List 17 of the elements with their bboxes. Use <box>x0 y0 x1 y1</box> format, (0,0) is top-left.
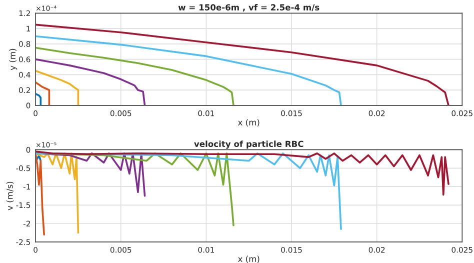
x-axis-title: x (m) <box>238 256 260 263</box>
line-series <box>36 58 146 106</box>
y-axis-title: y (m) <box>9 48 18 70</box>
y-axis-title: v (m/s) <box>6 182 14 210</box>
line-series <box>36 24 450 106</box>
chart-title: w = 150e-6m , vf = 2.5e-4 m/s <box>178 4 320 12</box>
line-series <box>36 152 342 230</box>
line-series <box>36 81 50 106</box>
line-series <box>36 46 234 106</box>
line-series <box>36 152 80 234</box>
chart-title: velocity of particle RBC <box>194 140 304 149</box>
line-series <box>36 152 45 236</box>
x-axis-title: x (m) <box>238 119 260 126</box>
line-series <box>36 35 342 106</box>
line-series <box>36 150 450 196</box>
line-series <box>36 70 80 106</box>
line-series <box>36 92 42 106</box>
